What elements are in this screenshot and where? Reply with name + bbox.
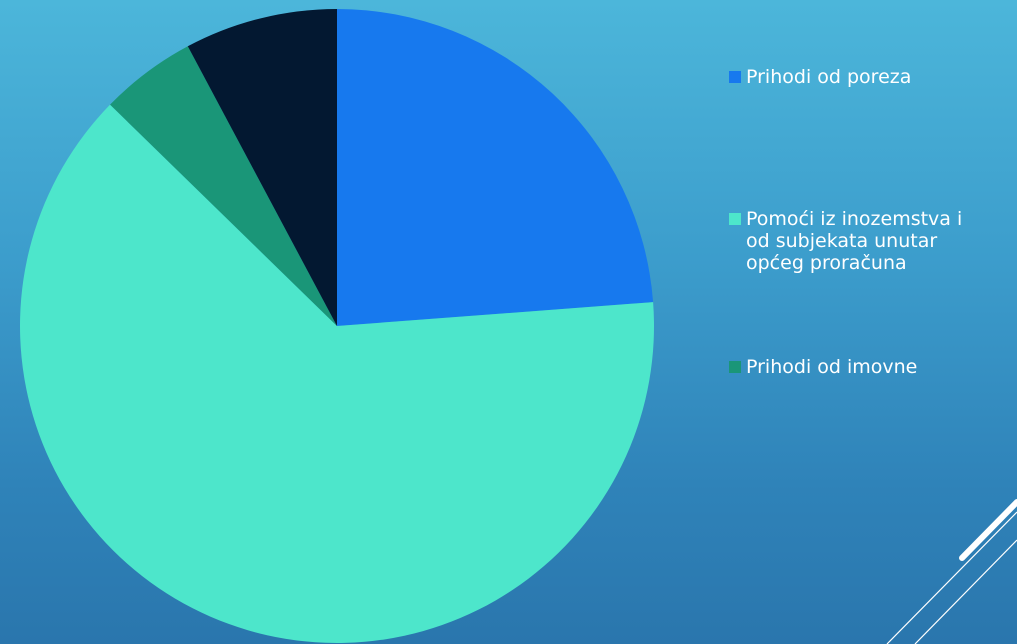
legend-label: Prihodi od poreza (746, 66, 912, 88)
pie-slice-1 (337, 9, 654, 326)
legend-item-prihodi-od-poreza: Prihodi od poreza (729, 66, 1014, 88)
legend-item-prihodi-od-imovne: Prihodi od imovne (729, 356, 1014, 378)
legend-item-pomoci-iz-inozemstva: Pomoći iz inozemstva i od subjekata unut… (729, 208, 1014, 274)
legend-label: Prihodi od imovne (746, 356, 918, 378)
legend-swatch (729, 213, 741, 225)
pie-slice-4 (187, 9, 337, 326)
deco-line-thin-1 (886, 511, 1017, 644)
deco-line-thick (959, 499, 1017, 561)
deco-line-thin-2 (914, 539, 1017, 644)
pie-slices (20, 9, 655, 643)
pie-slice-3 (110, 46, 337, 327)
legend-label: Pomoći iz inozemstva i od subjekata unut… (746, 208, 963, 274)
pie-slice-2 (20, 104, 655, 643)
legend-swatch (729, 361, 741, 373)
legend-swatch (729, 71, 741, 83)
